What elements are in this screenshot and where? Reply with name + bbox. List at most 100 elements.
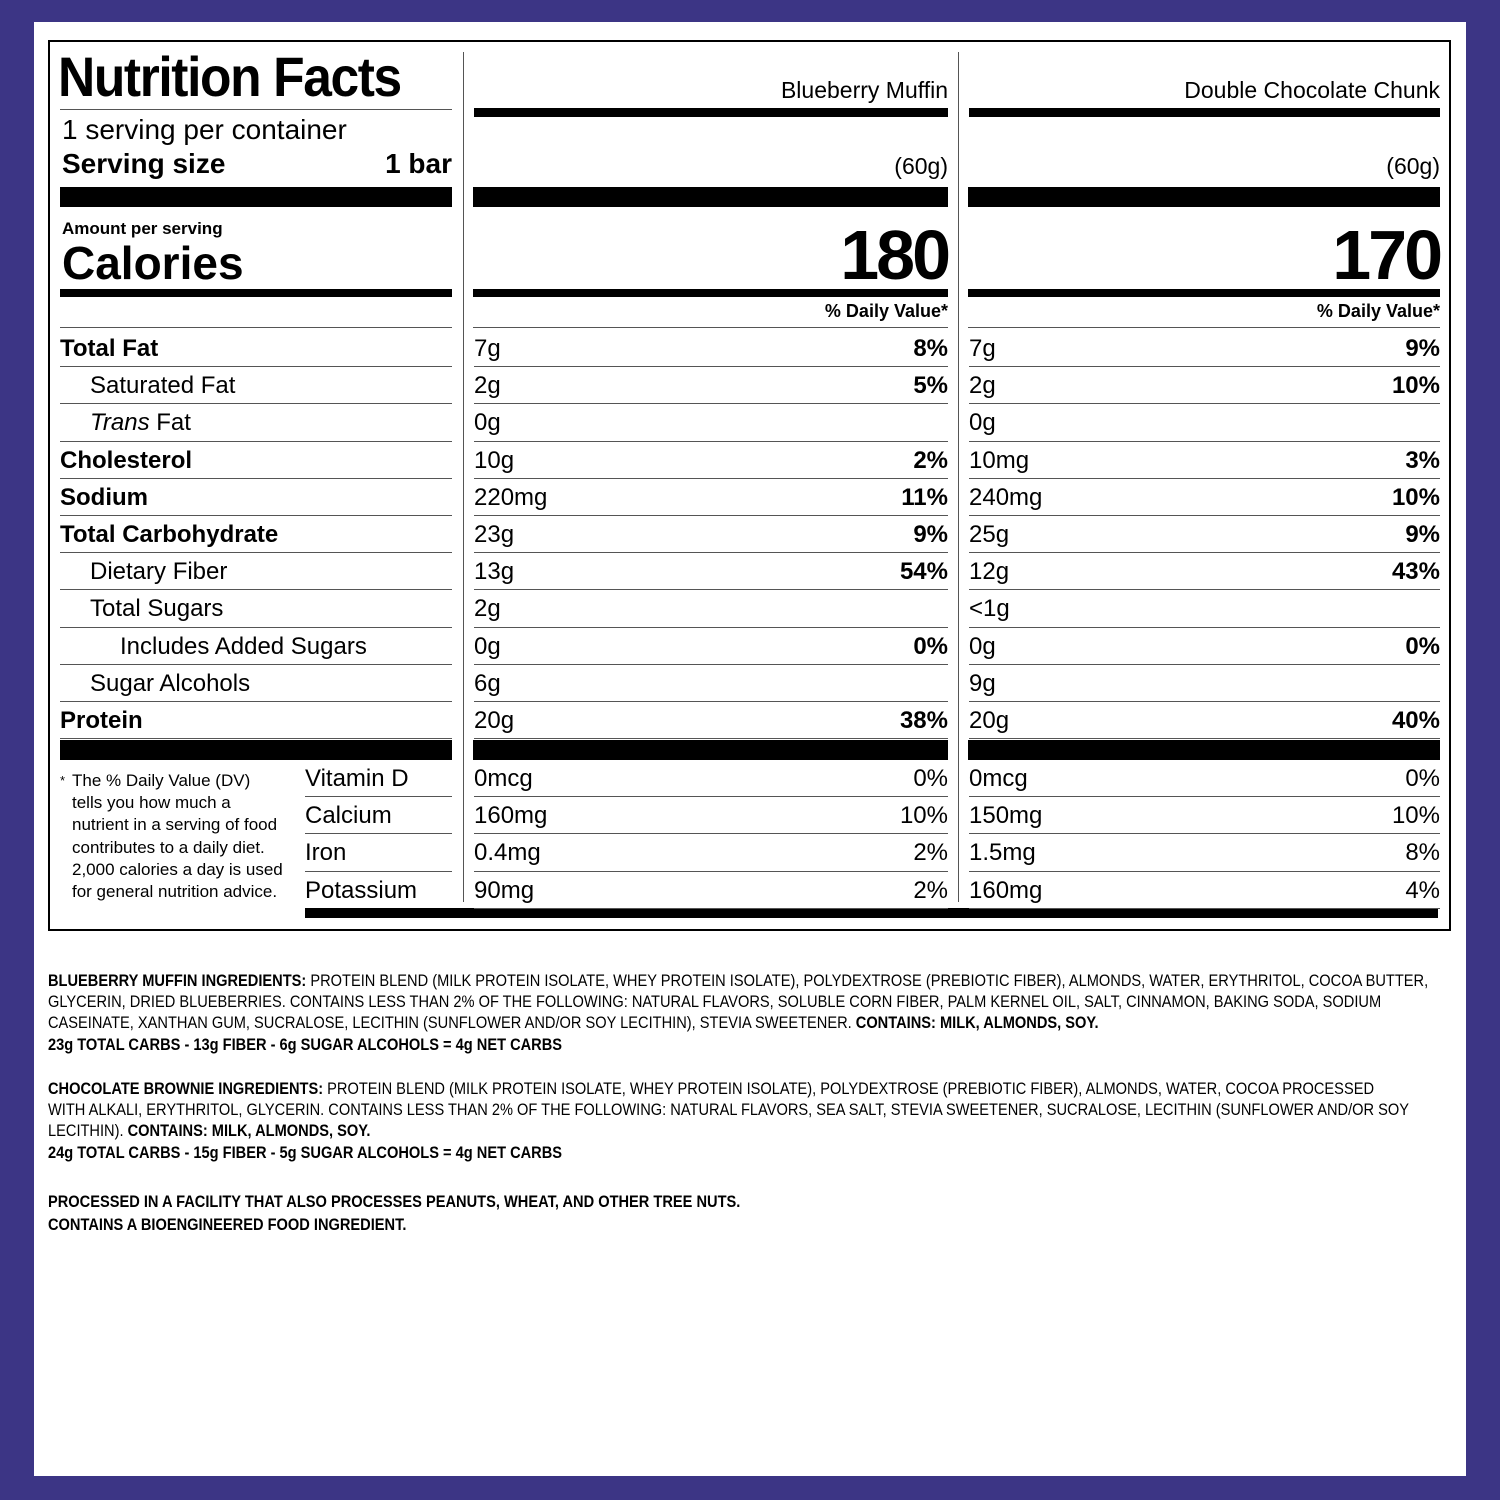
nutrient-dv: 43% <box>1391 558 1440 586</box>
footnote-line: nutrient in a serving of food <box>72 815 278 835</box>
footnote-star: * <box>60 773 66 788</box>
nutrient-amount: 9g <box>969 669 996 697</box>
nutrient-amount: 20g <box>474 706 515 734</box>
ingredients-line: GLYCERIN, DRIED BLUEBERRIES. CONTAINS LE… <box>48 991 1450 1012</box>
ingredients-line: CHOCOLATE BROWNIE INGREDIENTS: PROTEIN B… <box>48 1078 1450 1099</box>
nutrient-row-label: Includes Added Sugars <box>60 628 452 665</box>
nutrient-label: Trans Fat <box>90 409 191 437</box>
nutrient-dv: 38% <box>899 706 948 734</box>
divider <box>473 740 948 760</box>
nutrient-dv: 11% <box>901 483 948 511</box>
vitamin-row-label: Vitamin D <box>305 760 452 798</box>
nutrient-label: Sugar Alcohols <box>90 669 251 697</box>
divider <box>473 327 948 328</box>
vitamin-row: 150mg 10% <box>969 797 1440 835</box>
nutrient-amount: 10g <box>474 446 515 474</box>
nutrient-dv: 3% <box>1405 446 1440 474</box>
nutrient-amount: 2g <box>474 372 501 400</box>
nutrient-row: 9g <box>969 665 1440 702</box>
nutrient-row: 23g 9% <box>474 516 948 554</box>
label-title: Nutrition Facts <box>58 45 402 108</box>
ingredients-text: PROTEIN BLEND (MILK PROTEIN ISOLATE, WHE… <box>306 971 1429 990</box>
vitamin-amount: 160mg <box>474 802 548 830</box>
nutrient-label: Protein <box>60 706 143 734</box>
nutrient-amount: 2g <box>969 372 996 400</box>
allergen-contains: CONTAINS: MILK, ALMONDS, SOY. <box>855 1013 1099 1032</box>
divider <box>473 289 948 297</box>
ingredients-line: LECITHIN). CONTAINS: MILK, ALMONDS, SOY. <box>48 1120 1450 1141</box>
vitamin-amount: 150mg <box>969 802 1043 830</box>
nutrient-row: 13g 54% <box>474 553 948 591</box>
vitamin-dv: 8% <box>1405 839 1440 867</box>
servings-per-container: 1 serving per container <box>62 114 347 145</box>
nutrient-label: Cholesterol <box>60 446 193 474</box>
divider <box>473 187 948 207</box>
vitamin-amount: 1.5mg <box>969 839 1036 867</box>
footnote-line: 2,000 calories a day is used <box>72 859 283 879</box>
nutrient-row: <1g <box>969 590 1440 628</box>
nutrient-row: 2g 10% <box>969 367 1440 405</box>
nutrient-row-label: Trans Fat <box>60 404 452 442</box>
nutrient-label: Sodium <box>60 483 148 511</box>
vitamin-label: Iron <box>305 839 347 867</box>
vitamin-row: 1.5mg 8% <box>969 834 1440 872</box>
vitamin-row-label: Calcium <box>305 797 452 835</box>
vitamin-amount: 0mcg <box>969 765 1028 792</box>
net-carbs: 23g TOTAL CARBS - 13g FIBER - 6g SUGAR A… <box>48 1035 563 1054</box>
vitamin-row-label: Iron <box>305 834 452 872</box>
divider <box>968 740 1440 760</box>
facility-line: PROCESSED IN A FACILITY THAT ALSO PROCES… <box>48 1192 741 1211</box>
serving-weight: (60g) <box>1386 153 1440 179</box>
nutrient-dv: 9% <box>913 520 948 548</box>
nutrient-amount: 7g <box>969 335 996 362</box>
ingredients-title: CHOCOLATE BROWNIE INGREDIENTS: <box>48 1079 324 1098</box>
ingredients-line: CASEINATE, XANTHAN GUM, SUCRALOSE, LECIT… <box>48 1012 1450 1033</box>
allergen-contains: CONTAINS: MILK, ALMONDS, SOY. <box>127 1121 371 1140</box>
nutrient-row: 20g 40% <box>969 702 1440 740</box>
nutrient-dv: 0% <box>1405 632 1440 660</box>
nutrient-row-label: Protein <box>60 702 452 740</box>
ingredients-block: CHOCOLATE BROWNIE INGREDIENTS: PROTEIN B… <box>48 1078 1450 1163</box>
ingredients-line: BLUEBERRY MUFFIN INGREDIENTS: PROTEIN BL… <box>48 970 1450 991</box>
nutrient-row-label: Saturated Fat <box>60 367 452 405</box>
divider <box>968 327 1440 328</box>
nutrient-dv: 54% <box>899 558 948 586</box>
divider <box>968 187 1440 207</box>
nutrient-amount: <1g <box>969 595 1010 623</box>
nutrient-dv: 9% <box>1405 335 1440 362</box>
footnote: * The % Daily Value (DV) tells you how muc… <box>60 770 283 903</box>
nutrient-row-label: Sodium <box>60 479 452 516</box>
nutrient-amount: 6g <box>474 669 501 697</box>
dv-header: % Daily Value* <box>1316 301 1440 321</box>
ingredients-text: PROTEIN BLEND (MILK PROTEIN ISOLATE, WHE… <box>323 1079 1374 1098</box>
nutrient-row: 240mg 10% <box>969 479 1440 516</box>
nutrient-amount: 13g <box>474 558 515 586</box>
nutrient-row: 0g <box>969 404 1440 442</box>
nutrient-dv: 40% <box>1391 706 1440 734</box>
nutrient-dv: 2% <box>913 446 948 474</box>
nutrient-row: 0g 0% <box>474 628 948 665</box>
nutrient-label: Total Sugars <box>90 595 224 623</box>
vitamin-labels: Vitamin D Calcium Iron Potassium <box>305 760 452 909</box>
nutrient-label: Total Fat <box>60 335 159 362</box>
serving-weight: (60g) <box>894 153 948 179</box>
nutrient-dv: 8% <box>913 335 948 362</box>
nutrient-label: Dietary Fiber <box>90 558 228 586</box>
product-name: Double Chocolate Chunk <box>1184 77 1440 103</box>
vitamin-amount: 0mcg <box>474 765 533 792</box>
nutrient-row: 2g <box>474 590 948 628</box>
vitamin-label: Potassium <box>305 876 418 904</box>
nutrition-facts-label <box>48 40 1451 931</box>
vitamin-row-label: Potassium <box>305 872 452 909</box>
product-name: Blueberry Muffin <box>780 77 948 103</box>
vitamin-row: 0mcg 0% <box>969 760 1440 798</box>
vitamin-amount: 90mg <box>474 876 535 904</box>
nutrient-amount: 2g <box>474 595 501 623</box>
vitamin-row: 160mg 4% <box>969 872 1440 909</box>
nutrient-amount: 0g <box>474 632 501 660</box>
nutrient-row: 7g 9% <box>969 330 1440 368</box>
nutrient-row: 25g 9% <box>969 516 1440 554</box>
nutrient-amount: 7g <box>474 335 501 362</box>
vitamin-row: 0mcg 0% <box>474 760 948 798</box>
ingredients-text: LECITHIN). <box>48 1121 128 1140</box>
